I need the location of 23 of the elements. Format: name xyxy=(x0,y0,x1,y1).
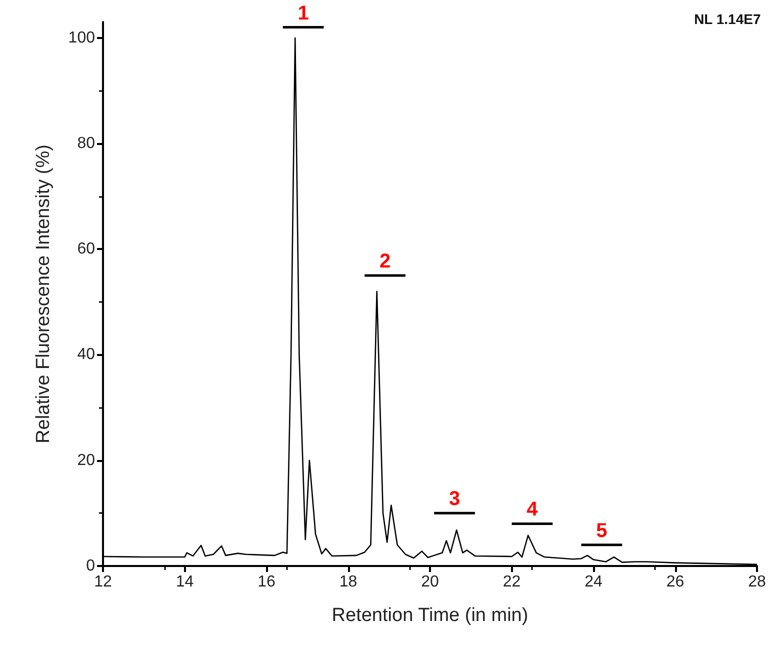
x-tick-label: 16 xyxy=(258,574,276,590)
series-label: 3 xyxy=(448,488,460,510)
y-tick-label: 20 xyxy=(77,452,96,469)
series-label: 5 xyxy=(596,520,608,542)
series-label: 4 xyxy=(526,498,539,521)
series-label: 1 xyxy=(298,2,309,24)
y-tick-label: 60 xyxy=(77,240,96,258)
y-axis-title: Relative Fluorescence Intensity (%) xyxy=(33,144,54,444)
y-tick-label: 0 xyxy=(86,558,96,574)
x-tick-label: 20 xyxy=(421,574,439,590)
x-tick-label: 28 xyxy=(748,574,766,590)
x-tick-label: 14 xyxy=(176,574,194,590)
annotation: NL 1.14E7 xyxy=(694,11,761,27)
y-tick-label: 80 xyxy=(77,134,96,152)
x-tick-label: 18 xyxy=(339,574,358,590)
x-axis-title: Retention Time (in min) xyxy=(332,605,528,626)
x-tick-label: 12 xyxy=(94,574,112,590)
y-tick-label: 40 xyxy=(77,346,96,364)
x-tick-label: 24 xyxy=(584,574,602,590)
x-tick-label: 22 xyxy=(502,574,521,590)
y-tick-label: 100 xyxy=(68,29,96,46)
series-label: 2 xyxy=(379,250,391,273)
x-tick-label: 26 xyxy=(666,574,684,590)
